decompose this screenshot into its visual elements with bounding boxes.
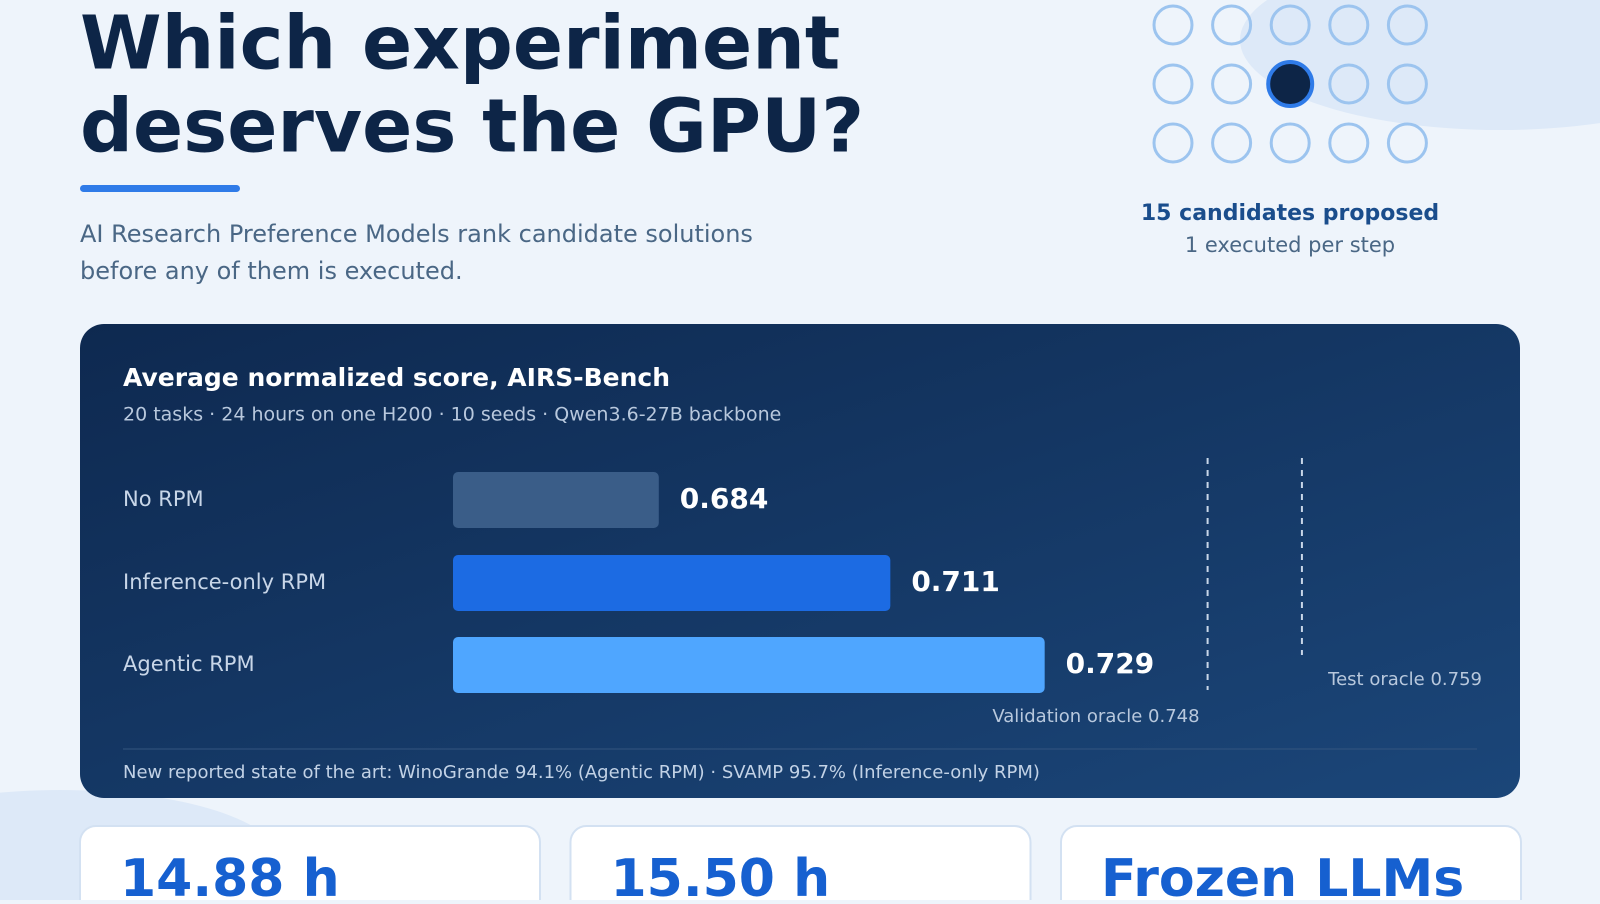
candidate — [1152, 63, 1194, 105]
footnote: New reported state of the art: WinoGrand… — [123, 762, 1040, 783]
reference-label: Validation oracle 0.748 — [992, 706, 1199, 727]
candidate — [1152, 4, 1194, 46]
value-label: 0.684 — [680, 482, 769, 515]
candidate — [1211, 63, 1253, 105]
category-label: Agentic RPM — [123, 652, 255, 676]
candidate — [1386, 4, 1428, 46]
candidate — [1269, 4, 1311, 46]
card-value: 15.50 h — [611, 849, 831, 900]
subtitle-line: before any of them is executed. — [80, 257, 463, 285]
candidate-grid — [1152, 4, 1428, 164]
candidate — [1328, 122, 1370, 164]
category-label: Inference-only RPM — [123, 570, 326, 594]
candidate — [1269, 122, 1311, 164]
candidate — [1211, 4, 1253, 46]
title-underline — [80, 185, 240, 192]
candidate — [1211, 122, 1253, 164]
category-label: No RPM — [123, 487, 204, 511]
bar-chart: No RPM 0.684 Inference-only RPM 0.711 Agenti… — [123, 458, 1482, 727]
candidate — [1328, 63, 1370, 105]
card — [569, 825, 1032, 904]
card — [1060, 825, 1522, 904]
subtitle-line: AI Research Preference Models rank candi… — [80, 220, 753, 248]
title-line: deserves the GPU? — [80, 84, 864, 170]
value-label: 0.729 — [1066, 647, 1155, 680]
card-value: Frozen LLMs — [1101, 849, 1464, 900]
candidate — [1328, 4, 1370, 46]
candidate — [1386, 122, 1428, 164]
candidates-headline: 15 candidates proposed — [1141, 201, 1439, 226]
chart-subtitle: 20 tasks · 24 hours on one H200 · 10 see… — [123, 404, 781, 426]
chart-title: Average normalized score, AIRS-Bench — [123, 363, 670, 392]
value-label: 0.711 — [911, 565, 1000, 598]
candidates-note: 1 executed per step — [1185, 233, 1395, 257]
selected-candidate — [1266, 60, 1315, 108]
card-value: 14.88 h — [120, 849, 340, 900]
candidate — [1386, 63, 1428, 105]
bar — [453, 637, 1045, 693]
bar — [453, 555, 891, 611]
bar — [453, 472, 659, 528]
title-line: Which experiment — [80, 1, 840, 87]
card — [79, 825, 541, 904]
reference-label: Test oracle 0.759 — [1327, 669, 1482, 690]
candidate — [1152, 122, 1194, 164]
cards: 14.88 h 15.50 h Frozen LLMs — [79, 825, 1522, 904]
